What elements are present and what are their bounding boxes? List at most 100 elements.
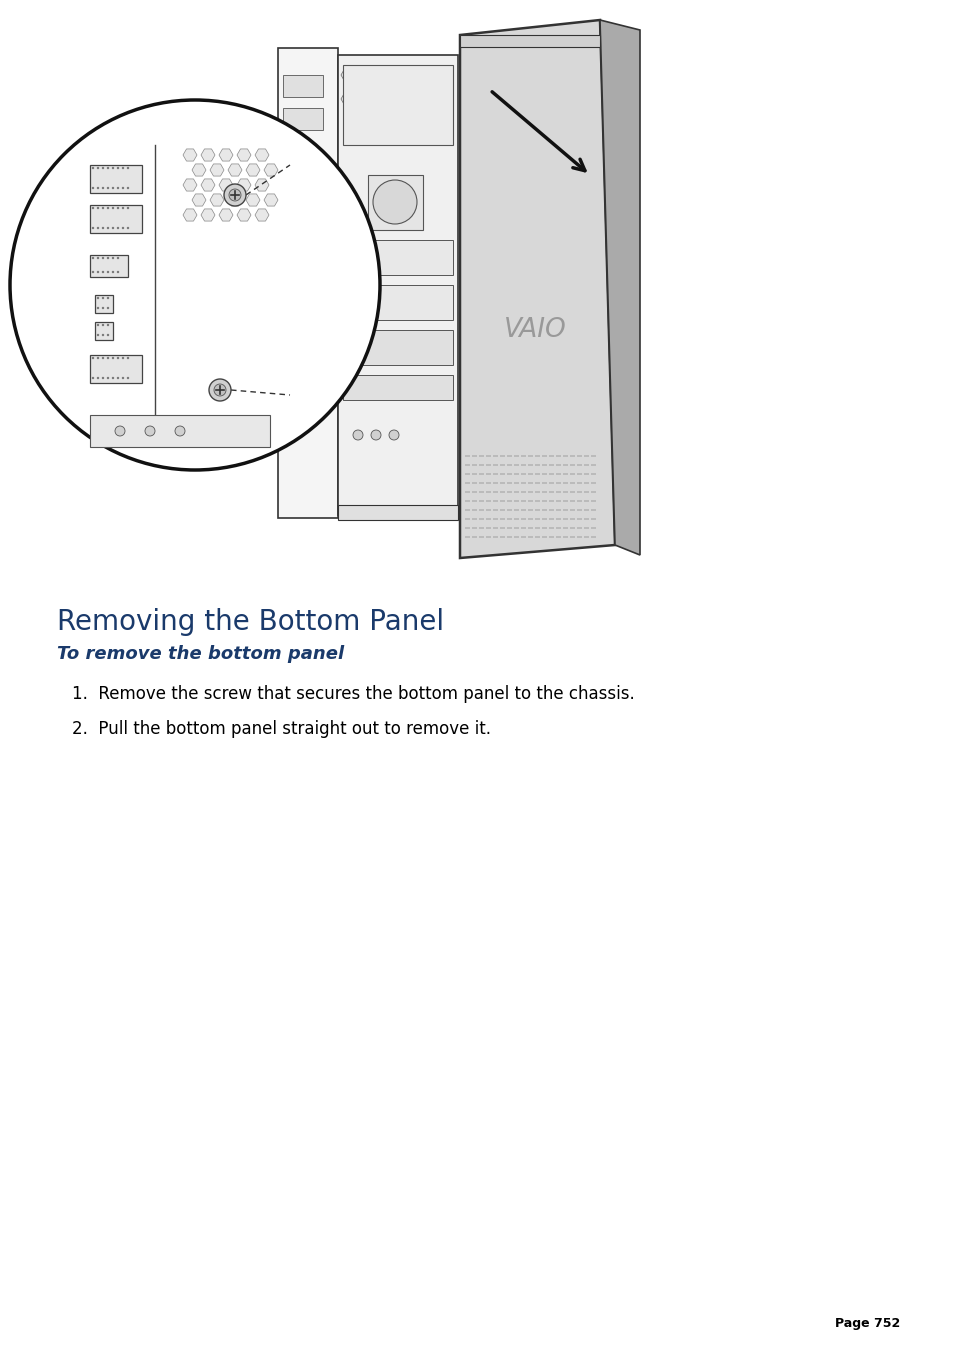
FancyBboxPatch shape xyxy=(485,473,491,476)
FancyBboxPatch shape xyxy=(493,527,497,530)
Circle shape xyxy=(96,186,99,189)
FancyBboxPatch shape xyxy=(464,500,470,503)
Polygon shape xyxy=(183,209,196,222)
FancyBboxPatch shape xyxy=(527,455,533,457)
FancyBboxPatch shape xyxy=(520,536,525,538)
FancyBboxPatch shape xyxy=(556,509,560,511)
FancyBboxPatch shape xyxy=(535,473,539,476)
FancyBboxPatch shape xyxy=(583,517,588,520)
Circle shape xyxy=(116,186,119,189)
Circle shape xyxy=(91,357,94,359)
FancyBboxPatch shape xyxy=(590,482,596,484)
FancyBboxPatch shape xyxy=(493,536,497,538)
FancyBboxPatch shape xyxy=(562,509,567,511)
Polygon shape xyxy=(459,20,615,558)
Circle shape xyxy=(96,166,99,169)
FancyBboxPatch shape xyxy=(464,527,470,530)
Circle shape xyxy=(127,166,129,169)
FancyBboxPatch shape xyxy=(520,509,525,511)
FancyBboxPatch shape xyxy=(514,536,518,538)
FancyBboxPatch shape xyxy=(569,455,575,457)
Circle shape xyxy=(116,166,119,169)
Circle shape xyxy=(102,166,104,169)
Circle shape xyxy=(102,307,104,309)
FancyBboxPatch shape xyxy=(506,482,512,484)
FancyBboxPatch shape xyxy=(478,509,483,511)
FancyBboxPatch shape xyxy=(541,509,546,511)
FancyBboxPatch shape xyxy=(583,473,588,476)
FancyBboxPatch shape xyxy=(343,285,453,320)
FancyBboxPatch shape xyxy=(343,330,453,365)
FancyBboxPatch shape xyxy=(527,517,533,520)
Circle shape xyxy=(122,227,124,230)
FancyBboxPatch shape xyxy=(562,473,567,476)
FancyBboxPatch shape xyxy=(535,463,539,466)
Circle shape xyxy=(122,207,124,209)
Text: VAIO: VAIO xyxy=(503,317,566,343)
FancyBboxPatch shape xyxy=(556,455,560,457)
Circle shape xyxy=(389,430,398,440)
Circle shape xyxy=(112,377,114,380)
FancyBboxPatch shape xyxy=(493,517,497,520)
FancyBboxPatch shape xyxy=(283,76,323,97)
FancyBboxPatch shape xyxy=(485,455,491,457)
Circle shape xyxy=(224,184,246,205)
FancyBboxPatch shape xyxy=(499,463,504,466)
FancyBboxPatch shape xyxy=(514,463,518,466)
Circle shape xyxy=(116,227,119,230)
Polygon shape xyxy=(355,95,365,103)
FancyBboxPatch shape xyxy=(583,509,588,511)
FancyBboxPatch shape xyxy=(562,517,567,520)
FancyBboxPatch shape xyxy=(277,49,337,517)
FancyBboxPatch shape xyxy=(90,255,128,277)
FancyBboxPatch shape xyxy=(499,527,504,530)
Circle shape xyxy=(174,426,185,436)
Circle shape xyxy=(91,257,94,259)
FancyBboxPatch shape xyxy=(478,500,483,503)
Circle shape xyxy=(112,227,114,230)
FancyBboxPatch shape xyxy=(548,509,554,511)
FancyBboxPatch shape xyxy=(499,473,504,476)
FancyBboxPatch shape xyxy=(464,536,470,538)
FancyBboxPatch shape xyxy=(541,500,546,503)
Polygon shape xyxy=(382,70,393,80)
Circle shape xyxy=(91,270,94,273)
FancyBboxPatch shape xyxy=(472,536,476,538)
FancyBboxPatch shape xyxy=(478,455,483,457)
FancyBboxPatch shape xyxy=(514,527,518,530)
FancyBboxPatch shape xyxy=(535,517,539,520)
FancyBboxPatch shape xyxy=(493,455,497,457)
FancyBboxPatch shape xyxy=(493,500,497,503)
FancyBboxPatch shape xyxy=(541,490,546,493)
Circle shape xyxy=(145,426,154,436)
FancyBboxPatch shape xyxy=(478,517,483,520)
FancyBboxPatch shape xyxy=(569,527,575,530)
Circle shape xyxy=(107,324,109,326)
FancyBboxPatch shape xyxy=(506,536,512,538)
Polygon shape xyxy=(192,163,206,176)
FancyBboxPatch shape xyxy=(535,490,539,493)
FancyBboxPatch shape xyxy=(535,482,539,484)
Circle shape xyxy=(96,297,99,299)
Circle shape xyxy=(102,207,104,209)
FancyBboxPatch shape xyxy=(464,509,470,511)
FancyBboxPatch shape xyxy=(514,455,518,457)
FancyBboxPatch shape xyxy=(478,463,483,466)
Circle shape xyxy=(107,297,109,299)
Circle shape xyxy=(127,227,129,230)
FancyBboxPatch shape xyxy=(520,490,525,493)
Circle shape xyxy=(116,270,119,273)
Polygon shape xyxy=(236,209,251,222)
FancyBboxPatch shape xyxy=(541,473,546,476)
FancyBboxPatch shape xyxy=(343,240,453,276)
FancyBboxPatch shape xyxy=(499,500,504,503)
Circle shape xyxy=(112,357,114,359)
FancyBboxPatch shape xyxy=(493,473,497,476)
FancyBboxPatch shape xyxy=(577,490,581,493)
FancyBboxPatch shape xyxy=(520,482,525,484)
FancyBboxPatch shape xyxy=(499,455,504,457)
FancyBboxPatch shape xyxy=(583,527,588,530)
FancyBboxPatch shape xyxy=(590,527,596,530)
FancyBboxPatch shape xyxy=(590,463,596,466)
Circle shape xyxy=(102,334,104,336)
